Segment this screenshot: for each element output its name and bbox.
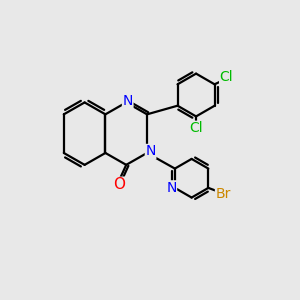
Text: N: N bbox=[146, 145, 156, 158]
Text: Br: Br bbox=[215, 187, 231, 201]
Text: N: N bbox=[122, 94, 133, 108]
Text: N: N bbox=[166, 181, 176, 195]
Text: Cl: Cl bbox=[220, 70, 233, 84]
Text: Cl: Cl bbox=[189, 121, 203, 135]
Text: O: O bbox=[113, 177, 125, 192]
